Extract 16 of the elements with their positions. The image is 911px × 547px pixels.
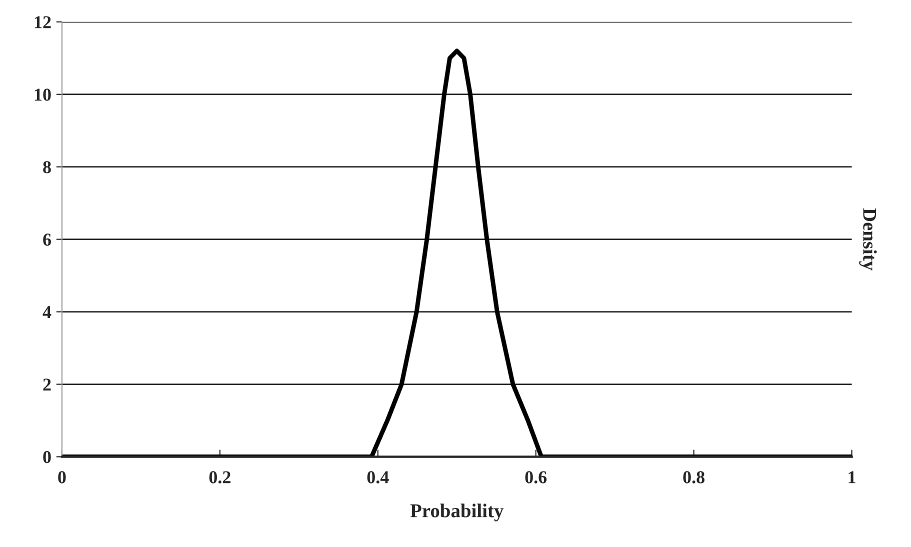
y-tick-label: 8: [43, 161, 51, 174]
y-tick-label: 10: [34, 88, 51, 101]
x-axis-title: Probability: [410, 504, 504, 522]
y-axis-title: Density: [859, 208, 877, 270]
x-tick-label: 0.4: [367, 471, 389, 484]
x-tick-label: 0: [58, 471, 66, 484]
y-tick-label: 2: [43, 378, 51, 391]
x-tick-label: 0.2: [209, 471, 230, 484]
y-tick-label: 0: [43, 451, 51, 464]
y-tick-label: 12: [34, 16, 51, 28]
x-tick-label: 0.8: [683, 471, 705, 484]
line-series: [62, 48, 852, 457]
y-tick-label: 4: [42, 306, 52, 318]
y-tick-label: 6: [43, 234, 52, 246]
x-tick-label: 1: [848, 471, 856, 484]
x-tick-label: 0.6: [525, 471, 547, 484]
